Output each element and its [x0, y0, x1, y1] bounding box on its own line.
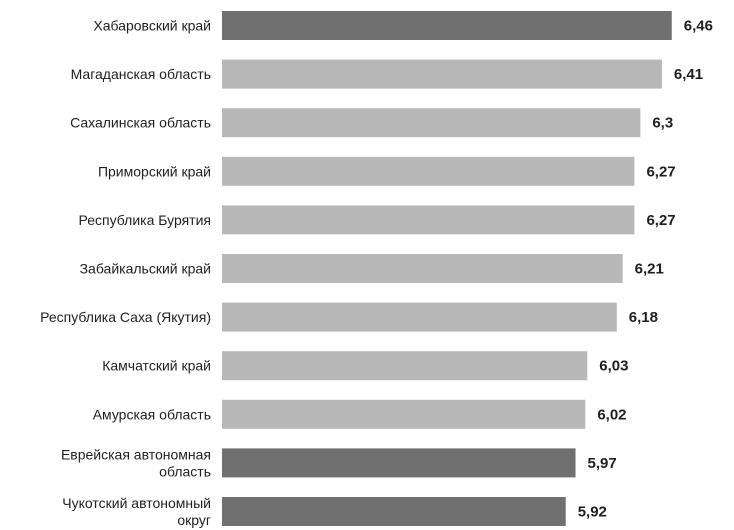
category-label-3: Сахалинская область: [70, 115, 211, 131]
value-label-3: 6,3: [652, 115, 673, 132]
bar-7: [222, 302, 617, 332]
value-label-5: 6,27: [646, 212, 675, 229]
category-label-5: Республика Бурятия: [79, 212, 211, 228]
category-label-2: Магаданская область: [71, 66, 211, 82]
bar-2: [222, 59, 662, 89]
value-label-7: 6,18: [629, 309, 658, 326]
bar-8: [222, 351, 588, 381]
value-label-11: 5,92: [578, 504, 607, 521]
value-label-6: 6,21: [635, 261, 664, 278]
category-label-11: Чукотский автономный округ: [62, 495, 211, 528]
bar-11: [222, 497, 566, 526]
category-label-9: Амурская область: [93, 406, 211, 422]
bar-4: [222, 156, 635, 186]
value-label-8: 6,03: [599, 358, 628, 375]
bar-1: [222, 11, 672, 40]
category-label-8: Камчатский край: [102, 358, 211, 374]
value-label-10: 5,97: [588, 455, 617, 472]
value-label-9: 6,02: [597, 406, 626, 423]
category-label-1: Хабаровский край: [93, 18, 211, 34]
bar-6: [222, 254, 623, 283]
bar-9: [222, 399, 586, 429]
category-label-6: Забайкальский край: [80, 261, 211, 277]
value-label-1: 6,46: [684, 18, 713, 35]
bar-10: [222, 448, 576, 478]
category-label-4: Приморский край: [98, 163, 211, 179]
category-label-10: Еврейская автономная область: [61, 446, 211, 479]
value-label-2: 6,41: [674, 66, 703, 83]
category-label-7: Республика Саха (Якутия): [40, 309, 211, 325]
value-label-4: 6,27: [646, 163, 675, 180]
bar-5: [222, 205, 635, 235]
bar-3: [222, 108, 641, 138]
